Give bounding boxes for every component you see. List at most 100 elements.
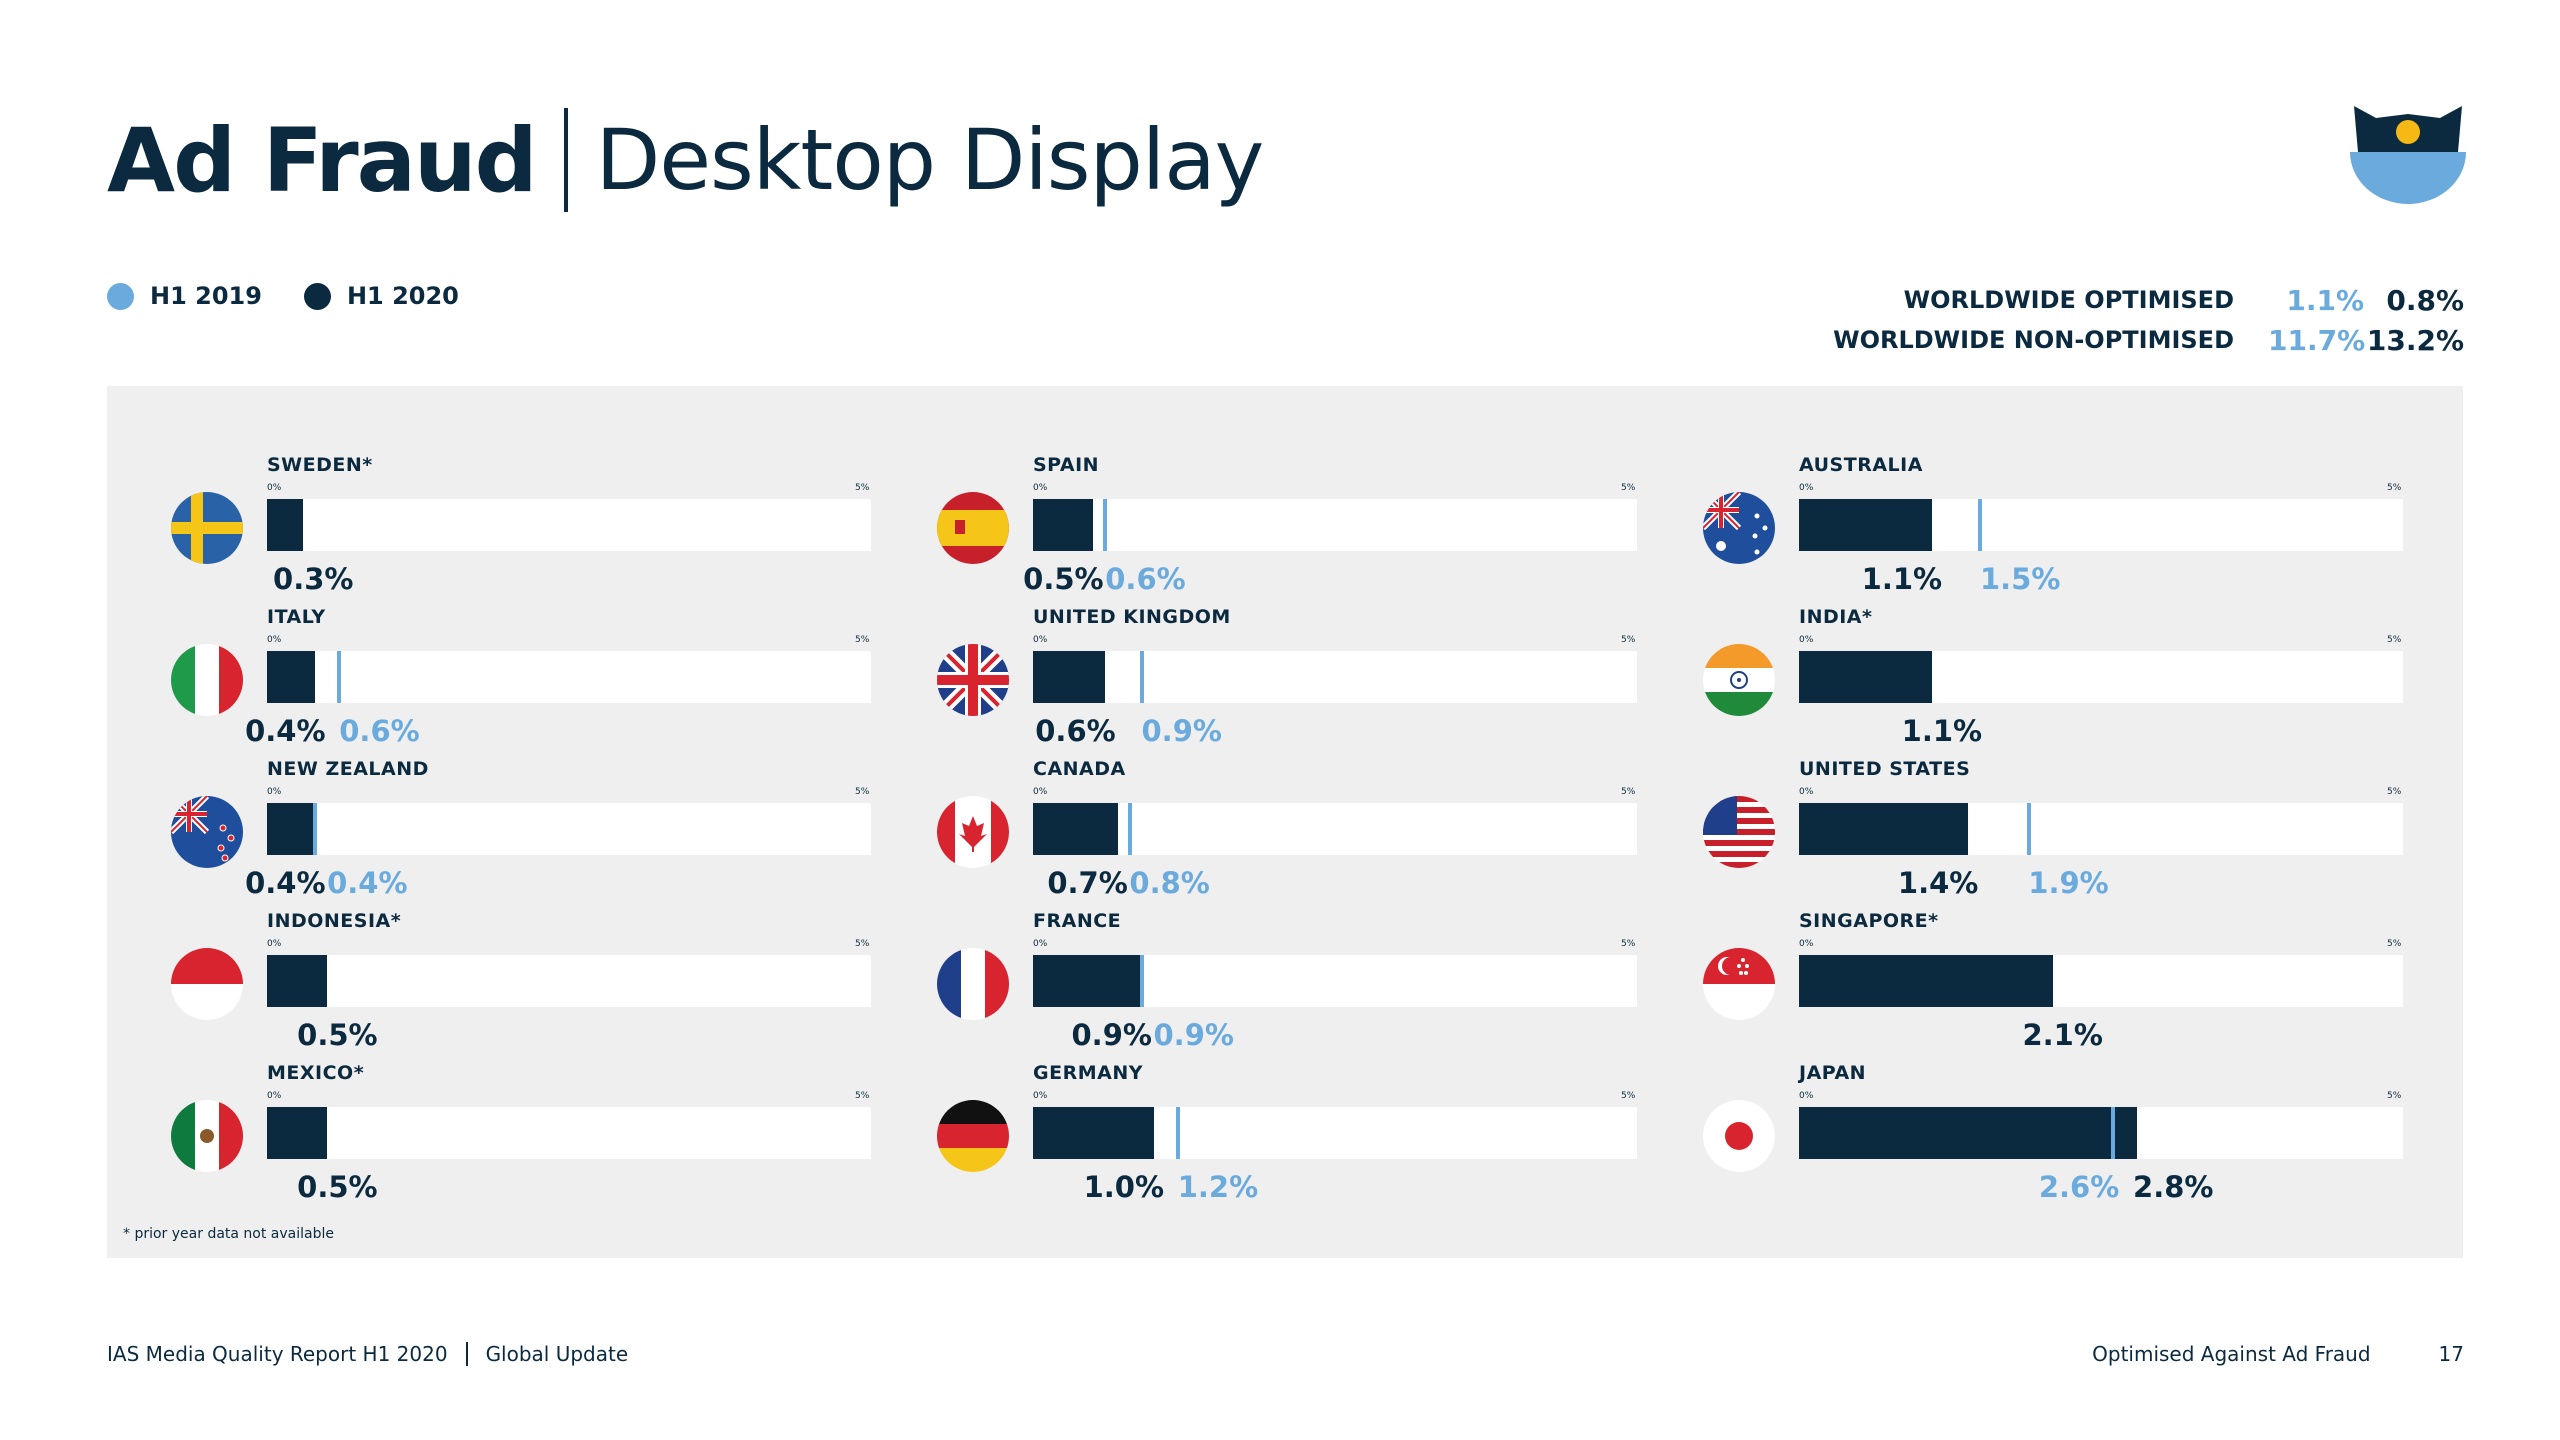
axis-min-tick: 0% (267, 635, 282, 645)
country-name: AUSTRALIA (1799, 454, 1923, 476)
legend-item-h1-2020: H1 2020 (303, 282, 459, 310)
india-flag-icon (1703, 644, 1775, 716)
value-label-h1-2020: 0.4% (245, 714, 326, 748)
country-row-canada: CANADA 0% 5% 0.8% 0.7% (873, 758, 1637, 908)
country-row-spain: SPAIN 0% 5% 0.6% 0.5% (873, 454, 1637, 604)
worldwide-label: WORLDWIDE OPTIMISED (1903, 286, 2234, 314)
country-name: MEXICO* (267, 1062, 365, 1084)
value-label-h1-2020: 0.4% (245, 866, 326, 900)
axis-max-tick: 5% (1621, 635, 1636, 645)
sweden-flag-icon (171, 492, 243, 564)
bar-track (1799, 803, 2403, 855)
country-row-singapore: SINGAPORE* 0% 5% 2.1% (1639, 910, 2403, 1060)
value-label-h1-2019: 2.6% (2038, 1170, 2120, 1204)
spain-flag-icon (937, 492, 1009, 564)
country-name: CANADA (1033, 758, 1126, 780)
value-label-h1-2020: 0.5% (297, 1170, 378, 1204)
value-label-h1-2020: 1.1% (1861, 562, 1943, 596)
country-row-united-kingdom: UNITED KINGDOM 0% 5% 0.9% 0.6% (873, 606, 1637, 756)
worldwide-summary: WORLDWIDE OPTIMISED 1.1% 0.8% WORLDWIDE … (1833, 280, 2464, 360)
value-label-h1-2019: 0.4% (327, 866, 408, 900)
bar-track (1799, 1107, 2403, 1159)
axis-min-tick: 0% (1033, 939, 1048, 949)
new-zealand-flag-icon (171, 796, 243, 868)
bar-h1-2020 (1033, 1107, 1154, 1159)
page-title: Ad Fraud Desktop Display (107, 100, 1265, 220)
value-label-h1-2019: 0.9% (1153, 1018, 1234, 1052)
axis-max-tick: 5% (1621, 1091, 1636, 1101)
axis-min-tick: 0% (1033, 1091, 1048, 1101)
bar-track (1033, 803, 1637, 855)
value-label-h1-2020: 0.3% (273, 562, 354, 596)
country-name: SWEDEN* (267, 454, 373, 476)
axis-max-tick: 5% (2387, 635, 2402, 645)
germany-flag-icon (937, 1100, 1009, 1172)
bar-track (267, 1107, 871, 1159)
indonesia-flag-icon (171, 948, 243, 1020)
country-row-mexico: MEXICO* 0% 5% 0.5% (107, 1062, 871, 1212)
bar-track (1033, 499, 1637, 551)
bar-track (267, 803, 871, 855)
bar-track (267, 499, 871, 551)
axis-min-tick: 0% (1033, 635, 1048, 645)
singapore-flag-icon (1703, 948, 1775, 1020)
section-name: Optimised Against Ad Fraud (2092, 1342, 2371, 1366)
marker-h1-2019 (313, 803, 318, 855)
legend-dot-h1-2019 (107, 282, 134, 310)
legend-item-h1-2019: H1 2019 (107, 282, 262, 310)
axis-max-tick: 5% (855, 939, 870, 949)
marker-h1-2019 (2026, 803, 2031, 855)
bar-h1-2020 (1799, 1107, 2138, 1159)
value-label-h1-2020: 1.4% (1897, 866, 1979, 900)
japan-flag-icon (1703, 1100, 1775, 1172)
bar-h1-2020 (1799, 651, 1932, 703)
value-label-h1-2019: 1.2% (1177, 1170, 1259, 1204)
value-label-h1-2020: 0.7% (1047, 866, 1128, 900)
owl-logo (2350, 106, 2466, 204)
italy-flag-icon (171, 644, 243, 716)
worldwide-h1-2020-value: 13.2% (2366, 323, 2464, 357)
footnote: * prior year data not available (123, 1226, 334, 1242)
bar-h1-2020 (1033, 499, 1094, 551)
title-light: Desktop Display (595, 111, 1265, 209)
worldwide-h1-2019-value: 11.7% (2268, 323, 2366, 357)
worldwide-h1-2020-value: 0.8% (2386, 283, 2464, 317)
footer-divider (465, 1342, 468, 1366)
chart-panel: * prior year data not available SWEDEN* 0… (107, 386, 2463, 1258)
bar-track (1799, 651, 2403, 703)
axis-min-tick: 0% (267, 939, 282, 949)
country-row-france: FRANCE 0% 5% 0.9% 0.9% (873, 910, 1637, 1060)
marker-h1-2019 (1139, 651, 1144, 703)
worldwide-non-optimised-row: WORLDWIDE NON-OPTIMISED 11.7% 13.2% (1833, 320, 2464, 360)
country-name: INDONESIA* (267, 910, 402, 932)
canada-flag-icon (937, 796, 1009, 868)
legend-dot-h1-2020 (303, 282, 331, 310)
value-label-h1-2019: 1.5% (1979, 562, 2061, 596)
axis-min-tick: 0% (1799, 635, 1814, 645)
france-flag-icon (937, 948, 1009, 1020)
axis-max-tick: 5% (2387, 483, 2402, 493)
bar-track (1799, 499, 2403, 551)
bar-track (1799, 955, 2403, 1007)
bar-h1-2020 (267, 651, 316, 703)
country-row-sweden: SWEDEN* 0% 5% 0.3% (107, 454, 871, 604)
axis-min-tick: 0% (1033, 787, 1048, 797)
value-label-h1-2020: 0.9% (1071, 1018, 1152, 1052)
value-label-h1-2019: 0.9% (1141, 714, 1222, 748)
bar-track (1033, 1107, 1637, 1159)
value-label-h1-2020: 0.6% (1035, 714, 1116, 748)
axis-min-tick: 0% (267, 483, 282, 493)
value-label-h1-2019: 0.6% (1105, 562, 1186, 596)
country-name: UNITED STATES (1799, 758, 1971, 780)
bar-h1-2020 (1799, 955, 2053, 1007)
country-name: FRANCE (1033, 910, 1122, 932)
marker-h1-2019 (1175, 1107, 1180, 1159)
uk-flag-icon (937, 644, 1009, 716)
title-bold: Ad Fraud (107, 108, 538, 212)
value-label-h1-2019: 0.6% (339, 714, 420, 748)
country-name: JAPAN (1799, 1062, 1867, 1084)
axis-min-tick: 0% (1799, 483, 1814, 493)
bar-h1-2020 (1033, 955, 1142, 1007)
axis-min-tick: 0% (1799, 787, 1814, 797)
country-row-germany: GERMANY 0% 5% 1.2% 1.0% (873, 1062, 1637, 1212)
